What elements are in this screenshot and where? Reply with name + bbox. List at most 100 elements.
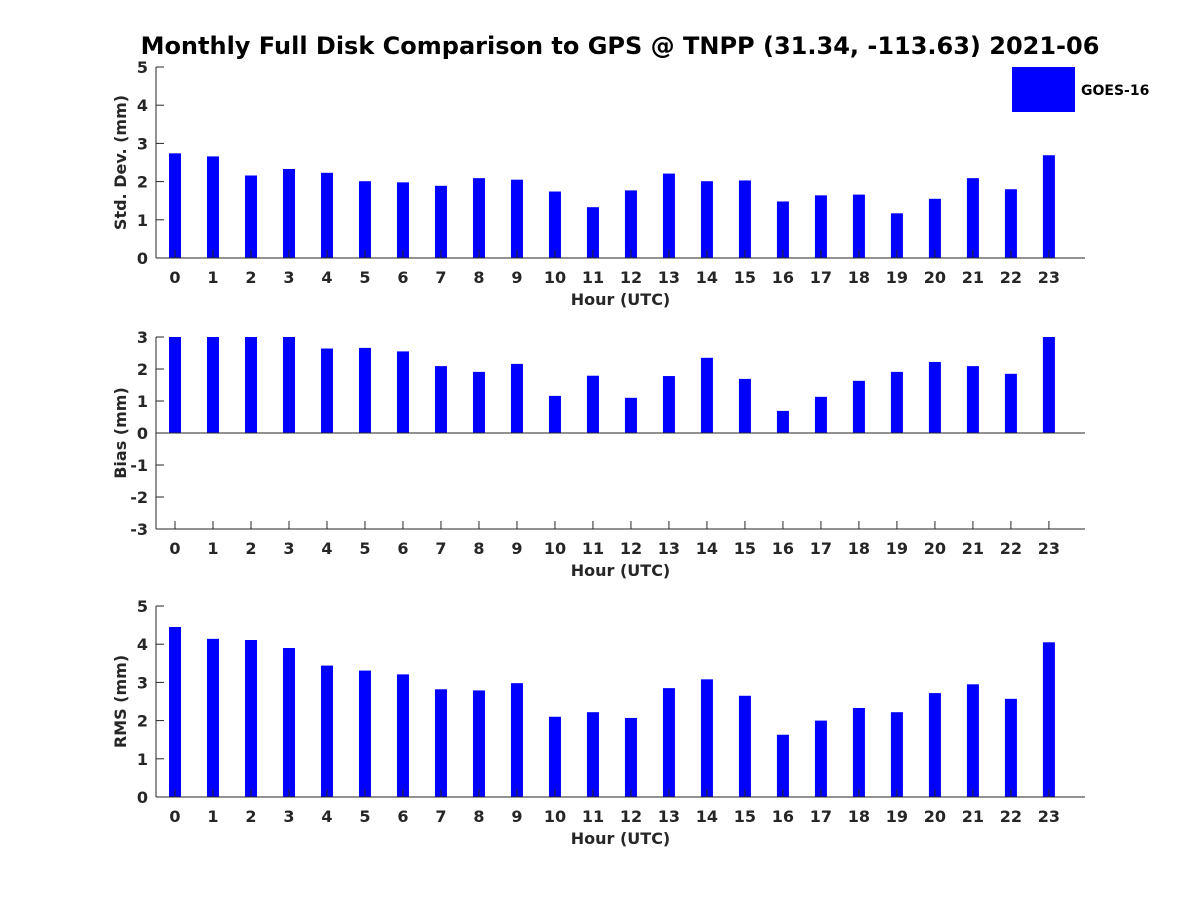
rms-bar	[472, 690, 485, 797]
rms-x-tick-label: 19	[886, 807, 908, 826]
bias-y-tick-label: 0	[137, 424, 148, 443]
bias-y-tick-label: 3	[137, 328, 148, 347]
bias-bar	[548, 395, 561, 433]
bias-x-tick-label: 4	[321, 539, 332, 558]
rms-bar	[700, 679, 713, 797]
bias-x-tick-label: 5	[359, 539, 370, 558]
std-dev-bar	[738, 180, 751, 258]
rms-x-tick-label: 14	[696, 807, 718, 826]
bias-bar	[206, 337, 219, 433]
legend: GOES-16	[1012, 67, 1149, 112]
chart-title: Monthly Full Disk Comparison to GPS @ TN…	[141, 32, 1100, 60]
bias-y-tick-label: -1	[130, 456, 148, 475]
std-dev-bar	[928, 198, 941, 258]
std-dev-x-tick-label: 18	[848, 268, 870, 287]
rms-y-tick-label: 0	[137, 788, 148, 807]
std-dev-x-tick-label: 15	[734, 268, 756, 287]
rms-x-tick-label: 12	[620, 807, 642, 826]
rms-bar	[966, 684, 979, 797]
std-dev-bar	[624, 190, 637, 258]
rms-bar	[776, 734, 789, 797]
rms-y-tick-label: 1	[137, 750, 148, 769]
std-dev-bar	[966, 178, 979, 258]
std-dev-bar	[510, 179, 523, 258]
bias-x-tick-label: 3	[283, 539, 294, 558]
legend-label: GOES-16	[1081, 83, 1149, 99]
std-dev-x-tick-label: 19	[886, 268, 908, 287]
rms-x-tick-label: 21	[962, 807, 984, 826]
bias-x-tick-label: 1	[207, 539, 218, 558]
std-dev-y-tick-label: 3	[137, 134, 148, 153]
rms-bar	[244, 640, 257, 797]
bias-bar	[624, 397, 637, 433]
rms-x-tick-label: 20	[924, 807, 946, 826]
std-dev-x-tick-label: 9	[511, 268, 522, 287]
std-dev-x-tick-label: 5	[359, 268, 370, 287]
std-dev-x-axis-label: Hour (UTC)	[571, 290, 671, 309]
rms-x-tick-label: 6	[397, 807, 408, 826]
rms-x-tick-label: 3	[283, 807, 294, 826]
rms-x-tick-label: 22	[1000, 807, 1022, 826]
std-dev-bar	[776, 201, 789, 258]
rms-y-tick-label: 3	[137, 673, 148, 692]
std-dev-x-tick-label: 13	[658, 268, 680, 287]
bias-x-tick-label: 8	[473, 539, 484, 558]
std-dev-x-tick-label: 11	[582, 268, 604, 287]
bias-bar	[776, 410, 789, 433]
bias-x-tick-label: 22	[1000, 539, 1022, 558]
std-dev-bar	[169, 153, 181, 258]
bias-bar	[358, 347, 371, 433]
rms-bar	[624, 717, 637, 797]
rms-x-tick-label: 23	[1038, 807, 1060, 826]
bias-y-tick-label: 1	[137, 392, 148, 411]
rms-bar	[434, 689, 447, 797]
std-dev-bar	[320, 172, 333, 258]
bias-x-tick-label: 19	[886, 539, 908, 558]
rms-bar	[206, 638, 219, 797]
rms-x-tick-label: 0	[169, 807, 180, 826]
std-dev-y-tick-label: 1	[137, 211, 148, 230]
bias-y-axis-label: Bias (mm)	[111, 387, 130, 479]
rms-y-tick-label: 2	[137, 712, 148, 731]
rms-bar	[396, 674, 409, 797]
bias-x-tick-label: 16	[772, 539, 794, 558]
rms-bar	[586, 712, 599, 797]
bias-bar	[966, 366, 979, 433]
bias-x-tick-label: 7	[435, 539, 446, 558]
std-dev-bar	[1042, 155, 1055, 258]
std-dev-bar	[282, 168, 295, 258]
std-dev-y-tick-label: 5	[137, 58, 148, 77]
std-dev-bar	[814, 195, 827, 258]
bias-x-axis-label: Hour (UTC)	[571, 561, 671, 580]
std-dev-bar	[396, 182, 409, 258]
bias-x-tick-label: 6	[397, 539, 408, 558]
std-dev-x-tick-label: 14	[696, 268, 718, 287]
bias-x-tick-label: 15	[734, 539, 756, 558]
bias-bar	[586, 375, 599, 433]
rms-x-tick-label: 5	[359, 807, 370, 826]
std-dev-x-tick-label: 3	[283, 268, 294, 287]
rms-x-tick-label: 8	[473, 807, 484, 826]
std-dev-x-tick-label: 16	[772, 268, 794, 287]
bias-x-tick-label: 21	[962, 539, 984, 558]
std-dev-y-axis-label: Std. Dev. (mm)	[111, 95, 130, 230]
bias-bar	[662, 376, 675, 433]
rms-x-tick-label: 2	[245, 807, 256, 826]
std-dev-bar	[472, 178, 485, 258]
bias-bar	[1004, 373, 1017, 433]
bias-bar	[814, 396, 827, 433]
rms-x-tick-label: 15	[734, 807, 756, 826]
std-dev-bar	[358, 181, 371, 258]
std-dev-x-tick-label: 7	[435, 268, 446, 287]
rms-bar	[282, 648, 295, 797]
rms-x-tick-label: 17	[810, 807, 832, 826]
std-dev-x-tick-label: 4	[321, 268, 332, 287]
rms-y-tick-label: 4	[137, 635, 148, 654]
bias-x-tick-label: 18	[848, 539, 870, 558]
std-dev-bar	[434, 185, 447, 258]
